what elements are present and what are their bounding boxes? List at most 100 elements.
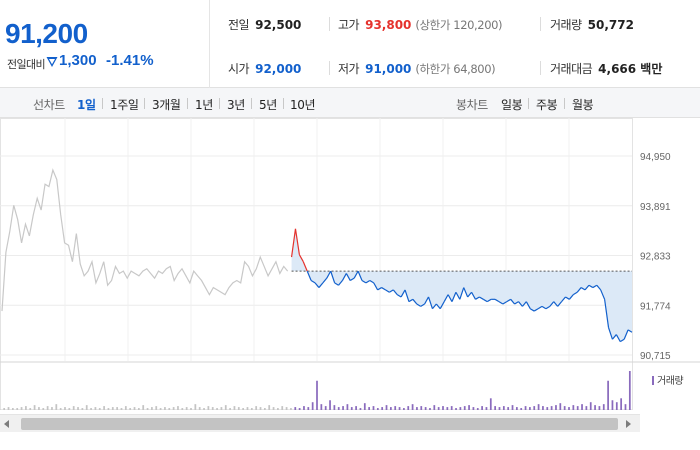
volume-bar <box>164 407 166 410</box>
price-chart[interactable]: 94,950 93,891 92,833 91,774 90,715 거래량 <box>0 118 700 410</box>
today-series-up <box>290 228 297 258</box>
period-tab-5y[interactable]: 5년 <box>259 98 277 112</box>
volume-bar <box>11 408 14 410</box>
today-series-down <box>611 334 617 340</box>
period-tab-10y[interactable]: 10년 <box>290 98 316 112</box>
today-series-down <box>506 298 512 303</box>
volume-bar <box>615 402 618 410</box>
volume-bar <box>107 408 110 410</box>
today-series-down <box>341 273 347 281</box>
today-series-down <box>345 273 351 281</box>
volume-bar <box>355 406 357 410</box>
volume-bar <box>172 407 175 410</box>
volume-bar <box>515 407 518 410</box>
candle-tab-weekly[interactable]: 주봉 <box>536 98 558 112</box>
period-tab-3m[interactable]: 3개월 <box>152 98 181 112</box>
volume-bar <box>576 406 579 410</box>
today-series-down <box>502 301 508 305</box>
period-tab-1y[interactable]: 1년 <box>195 98 213 112</box>
today-series-up <box>302 261 308 272</box>
volume-bar <box>211 407 214 410</box>
today-series-down <box>596 284 602 291</box>
today-series-down <box>349 277 355 282</box>
volume-bar <box>403 408 405 410</box>
candle-tab-daily[interactable]: 일봉 <box>501 98 523 112</box>
today-series-down <box>600 289 606 300</box>
previous-day-series <box>1 168 289 312</box>
candle-tab-monthly[interactable]: 월봉 <box>572 98 594 112</box>
volume-label: 거래량 <box>550 18 582 32</box>
today-series-down <box>561 296 566 303</box>
period-tab-1d[interactable]: 1일 <box>77 98 96 112</box>
today-series-down <box>377 287 382 291</box>
scroll-right-icon[interactable] <box>626 420 631 428</box>
volume-bar <box>259 407 262 410</box>
today-series-down <box>353 270 359 279</box>
open-label: 시가 <box>228 62 250 76</box>
volume-bar <box>120 408 123 410</box>
volume-bar <box>242 408 245 410</box>
volume-bar <box>55 404 58 410</box>
volume-bar <box>185 407 188 410</box>
today-series-down <box>510 298 516 305</box>
volume-bar <box>46 406 49 410</box>
today-series-down <box>443 294 449 302</box>
divider <box>251 98 252 109</box>
volume-legend-label: 거래량 <box>657 376 684 387</box>
low-label: 저가 <box>338 62 360 76</box>
today-series-down <box>361 280 367 284</box>
volume-bar <box>25 406 27 410</box>
today-series-down <box>557 301 563 307</box>
volume-bar <box>272 407 275 410</box>
volume-bar <box>77 407 79 410</box>
today-series-down <box>373 282 379 291</box>
today-series-down <box>619 338 625 343</box>
volume-bar <box>29 408 32 410</box>
volume-bar <box>38 407 40 410</box>
scroll-left-icon[interactable] <box>4 420 9 428</box>
volume-bar <box>589 402 592 410</box>
chart-scrollbar[interactable] <box>0 414 640 432</box>
current-price: 91,200 <box>5 18 88 49</box>
today-series-down <box>424 296 430 305</box>
today-series-down <box>471 291 477 300</box>
open-stat: 시가 92,000 <box>228 60 301 77</box>
volume-bar <box>494 406 497 410</box>
volume-bar <box>311 402 314 410</box>
trade-value-stat: 거래대금 4,666 백만 <box>550 60 662 77</box>
volume-bar <box>90 408 92 410</box>
today-series-down <box>420 303 425 307</box>
today-series-down <box>545 305 551 310</box>
volume-bar <box>368 407 371 410</box>
volume-bar <box>190 408 192 410</box>
period-tab-3y[interactable]: 3년 <box>227 98 245 112</box>
period-tab-1w[interactable]: 1주일 <box>110 98 139 112</box>
y-tick-label: 90,715 <box>640 351 671 362</box>
volume-bar <box>594 405 596 410</box>
divider <box>564 98 565 109</box>
today-series-down <box>604 299 610 328</box>
volume-bar <box>198 407 201 410</box>
high-label: 고가 <box>338 18 360 32</box>
scrollbar-thumb[interactable] <box>21 418 618 430</box>
volume-bar <box>333 405 336 410</box>
today-series-down <box>318 282 324 288</box>
volume-bar <box>568 407 570 410</box>
today-series-down <box>435 303 441 310</box>
volume-bar <box>207 406 210 410</box>
volume-bar <box>233 406 236 410</box>
volume-bar <box>59 408 62 410</box>
prev-close-stat: 전일 92,500 <box>228 16 301 33</box>
today-series-down <box>615 334 621 342</box>
volume-bar <box>168 408 171 410</box>
today-series-down <box>404 289 410 302</box>
volume-bar <box>363 403 366 410</box>
volume-bar <box>416 407 418 410</box>
volume-bar <box>7 407 10 410</box>
volume-bar <box>455 408 457 410</box>
volume-bar <box>485 407 488 410</box>
quote-panel: 91,200 전일대비 1,300 -1.41% 전일 92,500 고가 93,8… <box>0 0 700 88</box>
today-series-down <box>549 301 555 307</box>
today-series-down <box>592 284 598 289</box>
volume-bar <box>498 407 501 410</box>
